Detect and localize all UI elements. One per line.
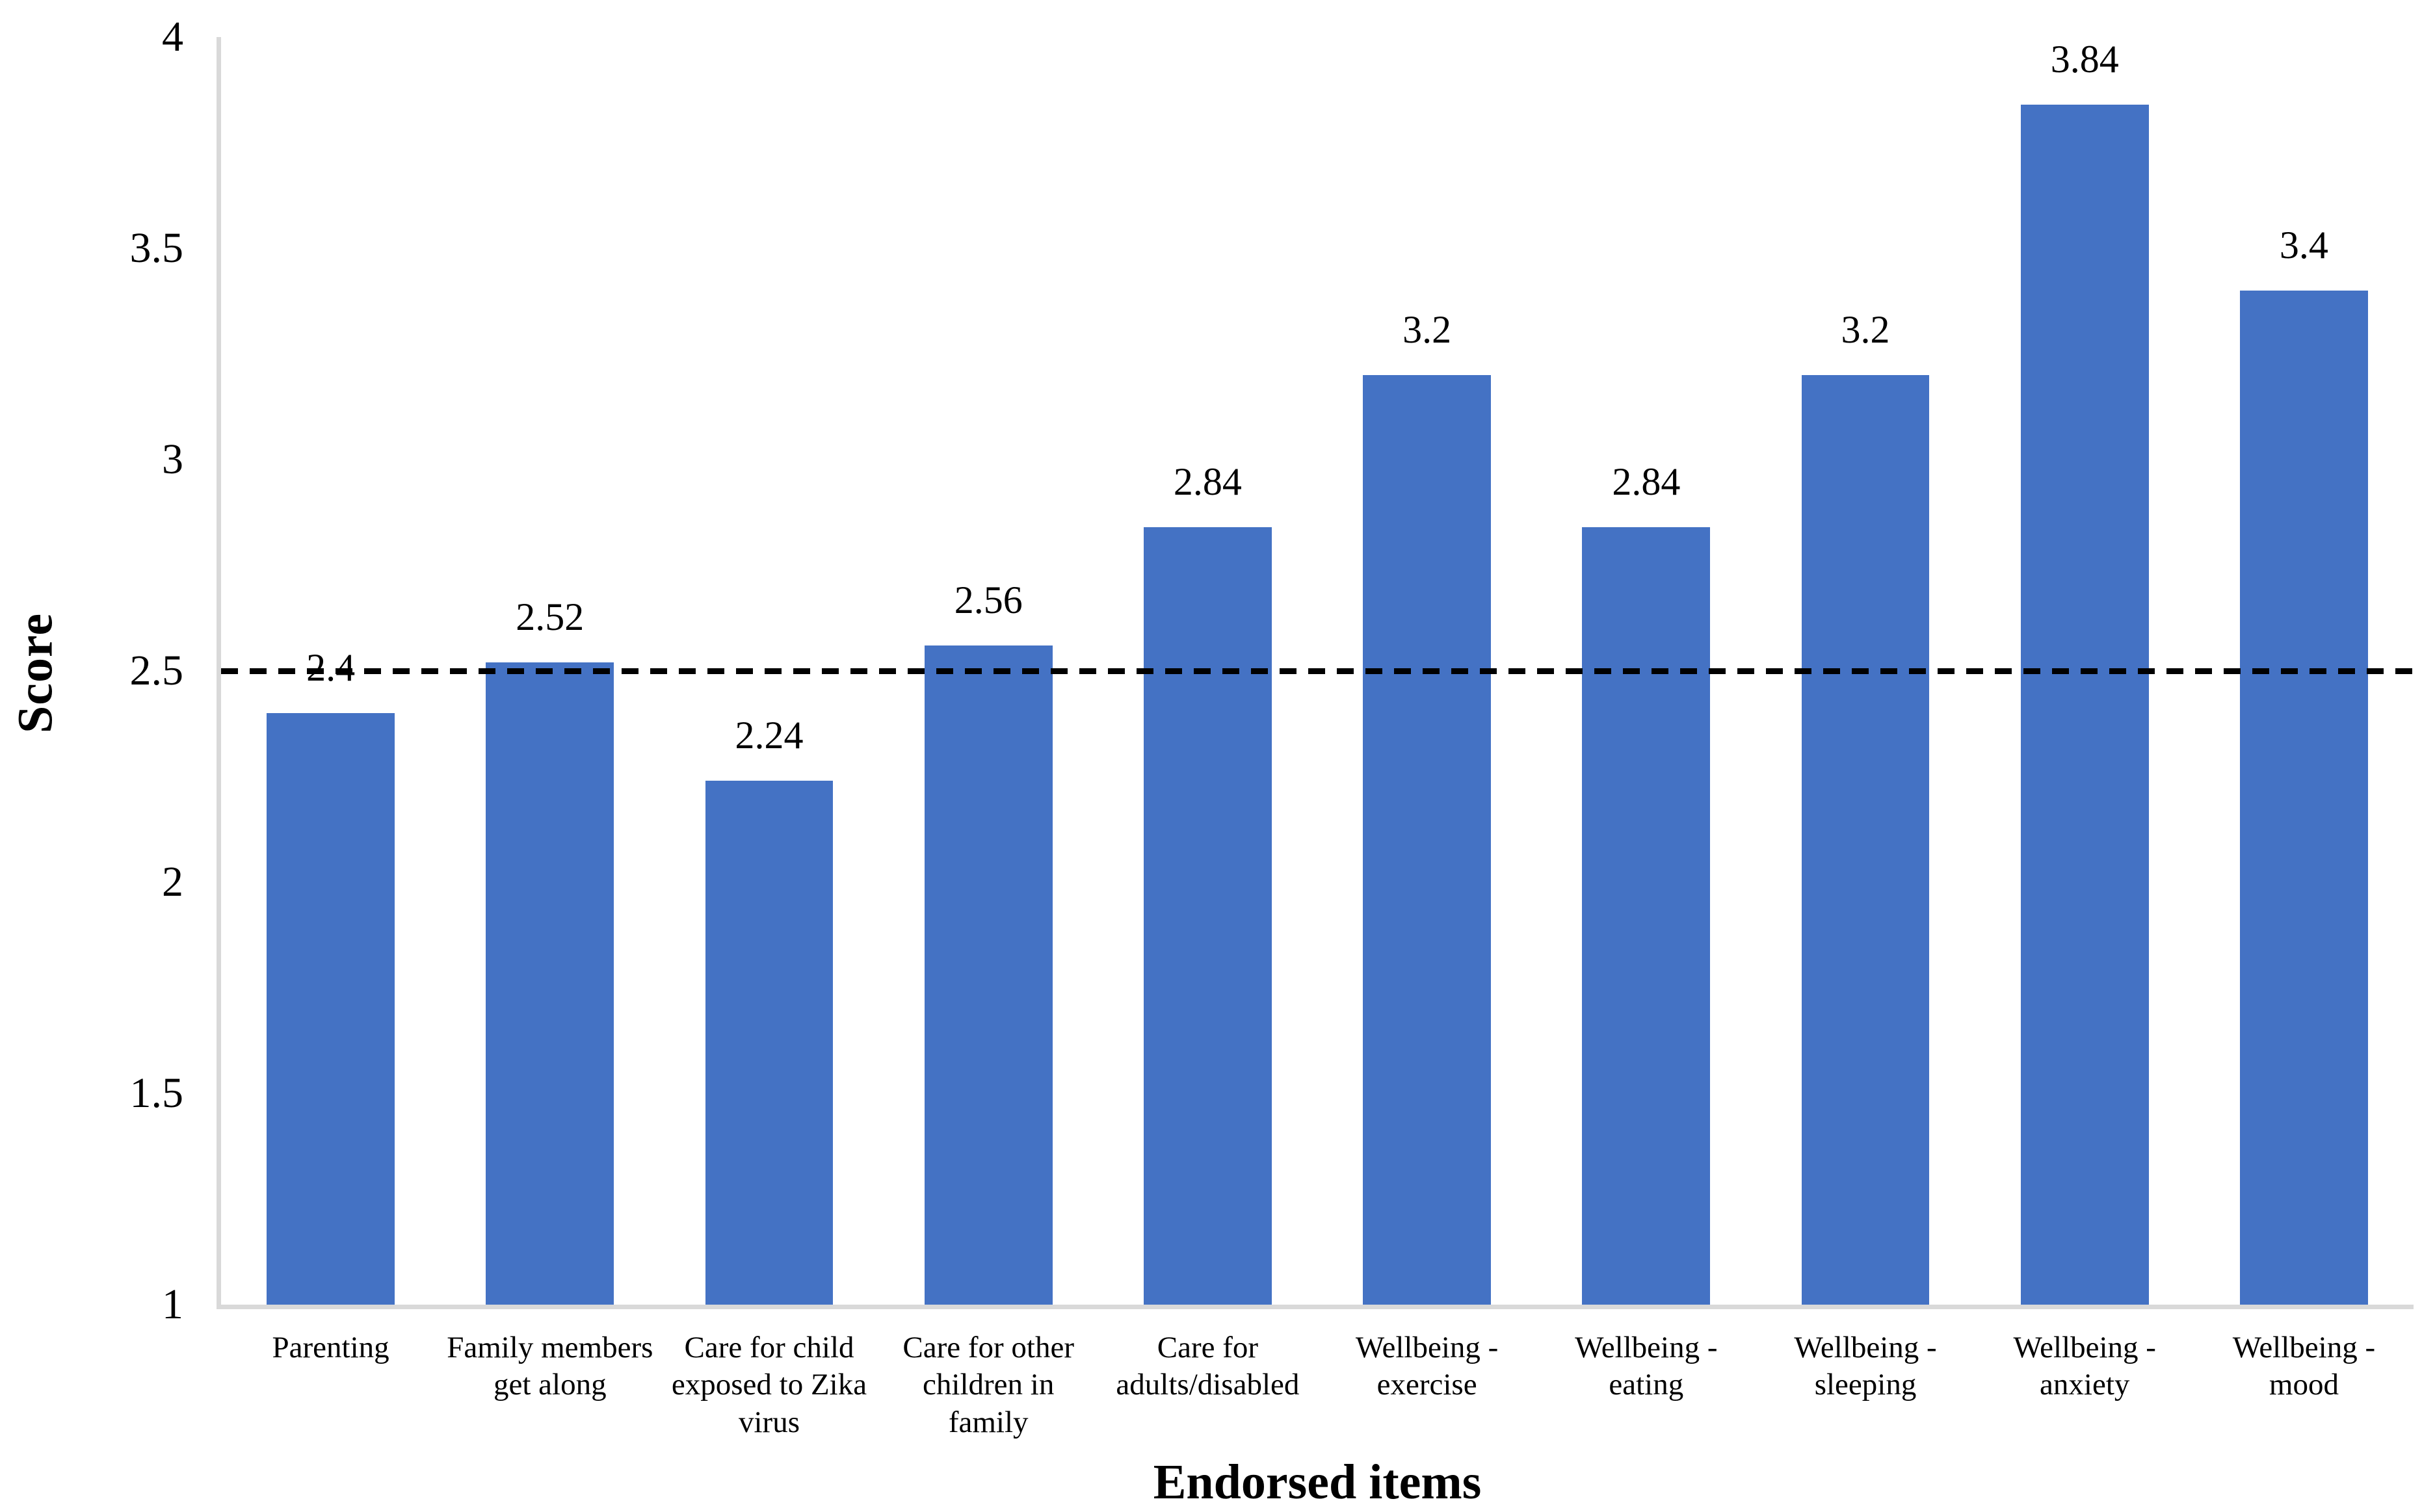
bar-value-label: 2.56 — [954, 579, 1023, 621]
x-category-label: Wellbeing - exercise — [1355, 1331, 1499, 1402]
x-category-label: Care for other children in family — [902, 1331, 1075, 1439]
bar-value-label: 3.84 — [2050, 38, 2119, 81]
x-category-label: Family members get along — [447, 1331, 653, 1402]
x-category-label: Parenting — [272, 1331, 389, 1364]
x-category-label: Wellbeing - eating — [1575, 1331, 1718, 1402]
bar-value-label: 2.24 — [735, 714, 804, 757]
y-tick-label: 4 — [162, 13, 183, 60]
bar — [1143, 527, 1272, 1305]
bar-slot: 2.24 — [659, 37, 878, 1305]
bar — [2020, 105, 2149, 1305]
bar-slot: 3.84 — [1975, 37, 2194, 1305]
bar-value-label: 2.4 — [195, 648, 466, 687]
bar-slot: 3.2 — [1756, 37, 1975, 1305]
y-axis-tick-labels: 1 1.5 2 2.5 3 3.5 4 — [0, 16, 184, 1326]
bar-slot: 2.56 — [879, 37, 1098, 1305]
y-tick-label: 1 — [162, 1281, 183, 1328]
bar — [1801, 375, 1930, 1305]
bar-slot: 3.2 — [1317, 37, 1536, 1305]
bar-slot: 2.4 — [221, 37, 440, 1305]
bar — [705, 781, 834, 1305]
x-category-label: Care for child exposed to Zika virus — [671, 1331, 867, 1439]
x-category-label: Care for adults/disabled — [1116, 1331, 1300, 1402]
bar — [1582, 527, 1711, 1305]
bar — [486, 662, 614, 1305]
bar-value-label: 3.4 — [2279, 224, 2328, 267]
reference-line — [221, 668, 2414, 674]
y-axis-line — [217, 37, 221, 1309]
bar-slot: 3.4 — [2194, 37, 2414, 1305]
y-tick-label: 2.5 — [129, 647, 184, 694]
x-category-label: Wellbeing - anxiety — [2013, 1331, 2156, 1402]
bar-value-label: 3.2 — [1841, 308, 1890, 351]
bar-value-label: 3.2 — [1402, 308, 1452, 351]
y-tick-label: 1.5 — [129, 1069, 184, 1117]
x-category-label: Wellbeing - sleeping — [1794, 1331, 1937, 1402]
x-axis-line — [217, 1305, 2414, 1309]
bar — [1363, 375, 1492, 1305]
x-axis-category-labels: Parenting Family members get along Care fo… — [221, 1329, 2414, 1441]
y-tick-label: 3.5 — [129, 224, 184, 272]
bar-value-label: 2.84 — [1173, 460, 1242, 503]
bar-slot: 2.52 — [440, 37, 659, 1305]
bar-value-label: 2.84 — [1612, 460, 1681, 503]
y-tick-label: 2 — [162, 857, 183, 906]
plot-area: 2.4 2.52 2.24 2.56 2.84 3.2 2.84 3.2 3.84 3.4 — [217, 37, 2414, 1309]
bar-slot: 2.84 — [1098, 37, 1317, 1305]
x-axis-title: Endorsed items — [1153, 1455, 1482, 1509]
x-category-label: Wellbeing - mood — [2232, 1331, 2376, 1402]
bar-slot: 2.84 — [1536, 37, 1756, 1305]
bar-value-label: 2.52 — [516, 595, 585, 638]
bars-row: 2.4 2.52 2.24 2.56 2.84 3.2 2.84 3.2 3.84 3.4 — [221, 37, 2414, 1305]
bar — [267, 713, 395, 1305]
bar — [924, 645, 1053, 1305]
y-tick-label: 3 — [162, 435, 183, 483]
bar — [2239, 291, 2368, 1305]
